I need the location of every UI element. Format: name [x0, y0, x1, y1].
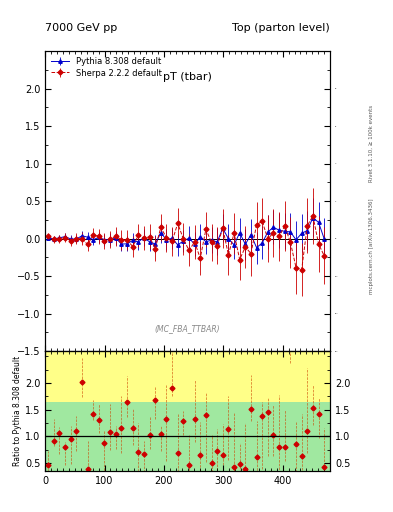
- Legend: Pythia 8.308 default, Sherpa 2.2.2 default: Pythia 8.308 default, Sherpa 2.2.2 defau…: [50, 55, 163, 79]
- Y-axis label: Ratio to Pythia 8.308 default: Ratio to Pythia 8.308 default: [13, 356, 22, 466]
- Text: mcplots.cern.ch [arXiv:1306.3436]: mcplots.cern.ch [arXiv:1306.3436]: [369, 198, 374, 293]
- Text: Rivet 3.1.10, ≥ 100k events: Rivet 3.1.10, ≥ 100k events: [369, 105, 374, 182]
- Text: (MC_FBA_TTBAR): (MC_FBA_TTBAR): [155, 324, 220, 333]
- Text: Top (parton level): Top (parton level): [232, 23, 330, 33]
- Text: 7000 GeV pp: 7000 GeV pp: [45, 23, 118, 33]
- Text: pT (tbar): pT (tbar): [163, 72, 212, 82]
- Bar: [45, 351, 330, 402]
